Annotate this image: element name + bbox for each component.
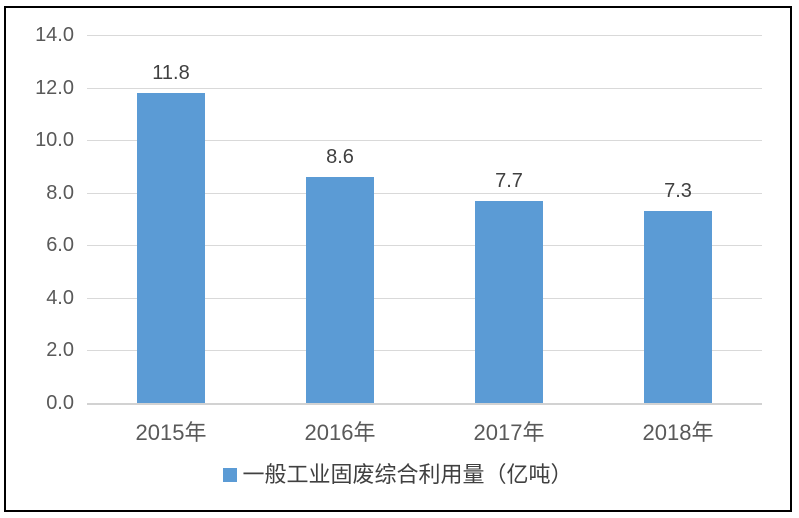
chart-frame-border: 14.0 12.0 10.0 8.0 6.0 4.0 2.0 0.0 11.8 8.6 7.7 7.… [4,6,792,512]
gridline [87,298,762,299]
data-label: 11.8 [152,62,190,84]
gridline [87,193,762,194]
y-tick-label: 6.0 [46,234,74,256]
bar-2017年[interactable] [475,201,543,403]
data-label: 7.3 [664,180,692,202]
legend-marker-icon [223,468,238,482]
x-tick-label: 2015年 [135,420,207,445]
y-tick-label: 2.0 [46,339,74,361]
x-tick-label: 2018年 [642,420,714,445]
y-tick-label: 0.0 [46,392,74,414]
x-axis-line [87,403,762,405]
y-tick-label: 4.0 [46,287,74,309]
gridline [87,35,762,36]
x-axis-labels: 2015年 2016年 2017年 2018年 [87,411,762,445]
y-tick-label: 10.0 [35,129,74,151]
data-label: 7.7 [495,170,523,192]
legend[interactable]: 一般工业固废综合利用量（亿吨） [6,460,790,490]
gridline [87,88,762,89]
y-tick-label: 12.0 [35,77,74,99]
gridline [87,245,762,246]
data-label: 8.6 [326,146,354,168]
y-tick-label: 14.0 [35,24,74,46]
bar-2015年[interactable] [137,93,205,403]
y-axis-labels: 14.0 12.0 10.0 8.0 6.0 4.0 2.0 0.0 [16,24,74,414]
legend-label: 一般工业固废综合利用量（亿吨） [242,462,573,487]
x-tick-label: 2016年 [304,420,376,445]
plot-area: 11.8 8.6 7.7 7.3 [87,35,762,405]
y-tick-label: 8.0 [46,182,74,204]
gridline [87,350,762,351]
bar-2016年[interactable] [306,177,374,403]
bar-2018年[interactable] [644,211,712,403]
x-tick-label: 2017年 [473,420,545,445]
gridline [87,140,762,141]
